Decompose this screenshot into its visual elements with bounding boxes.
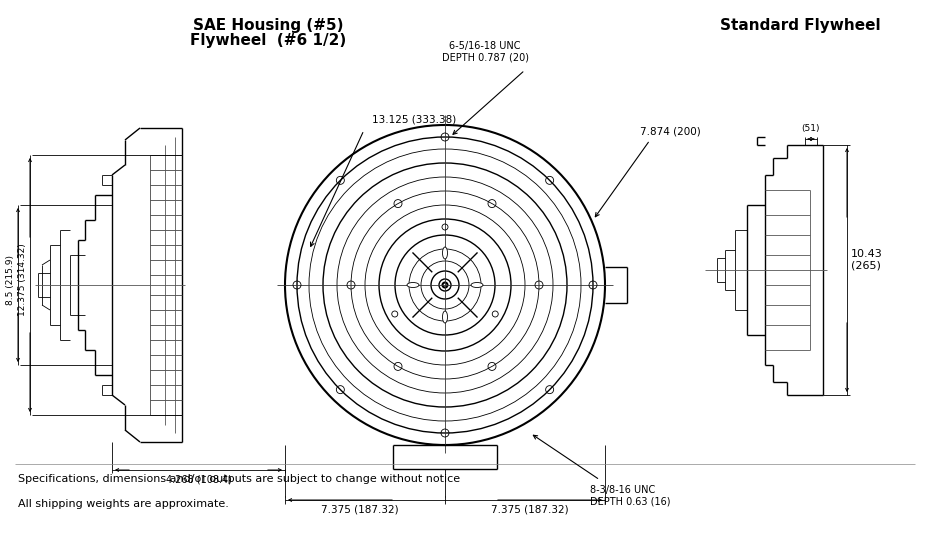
Text: 7.375 (187.32): 7.375 (187.32) [321, 505, 399, 515]
Text: 6-5/16-18 UNC
DEPTH 0.787 (20): 6-5/16-18 UNC DEPTH 0.787 (20) [442, 41, 528, 63]
Text: Standard Flywheel: Standard Flywheel [720, 18, 881, 33]
Text: 8.5 (215.9): 8.5 (215.9) [6, 255, 15, 305]
Ellipse shape [407, 282, 419, 287]
Text: All shipping weights are approximate.: All shipping weights are approximate. [18, 499, 229, 509]
Text: 7.375 (187.32): 7.375 (187.32) [491, 505, 569, 515]
Text: 4.268 (108.4): 4.268 (108.4) [166, 474, 232, 484]
Text: (51): (51) [802, 124, 820, 133]
Ellipse shape [443, 311, 447, 323]
Text: Specifications, dimensions and/or outputs are subject to change without notice: Specifications, dimensions and/or output… [18, 474, 460, 484]
Text: 8-3/8-16 UNC
DEPTH 0.63 (16): 8-3/8-16 UNC DEPTH 0.63 (16) [590, 485, 671, 506]
Text: 7.874 (200): 7.874 (200) [640, 127, 700, 137]
Text: 13.125 (333.38): 13.125 (333.38) [372, 115, 457, 125]
Text: 12.375 (314.32): 12.375 (314.32) [18, 244, 27, 316]
Text: 10.43
(265): 10.43 (265) [851, 249, 883, 271]
Ellipse shape [443, 247, 447, 259]
Text: SAE Housing (#5): SAE Housing (#5) [193, 18, 343, 33]
Text: Flywheel  (#6 1/2): Flywheel (#6 1/2) [190, 33, 346, 48]
Ellipse shape [471, 282, 483, 287]
